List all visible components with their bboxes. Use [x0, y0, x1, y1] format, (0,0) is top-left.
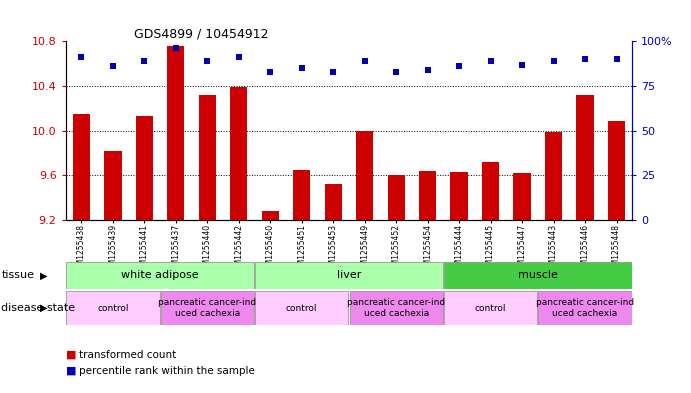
Text: tissue: tissue [1, 270, 35, 281]
Bar [198, 95, 216, 220]
Point [517, 61, 528, 68]
Point [265, 68, 276, 75]
Point [611, 56, 622, 62]
Bar [482, 162, 500, 220]
Bar [73, 114, 90, 220]
Text: ▶: ▶ [40, 270, 48, 281]
Bar [104, 151, 122, 220]
Text: control: control [475, 304, 507, 312]
Bar [513, 173, 531, 220]
Bar [608, 121, 625, 220]
Bar [262, 211, 279, 220]
Point [234, 54, 245, 61]
Text: white adipose: white adipose [121, 270, 199, 281]
Bar [66, 291, 160, 325]
Point [170, 45, 181, 51]
Point [485, 58, 496, 64]
Point [76, 54, 87, 61]
Text: muscle: muscle [518, 270, 558, 281]
Point [202, 58, 213, 64]
Bar [419, 171, 436, 220]
Point [390, 68, 401, 75]
Bar [538, 291, 632, 325]
Text: disease state: disease state [1, 303, 75, 313]
Text: control: control [97, 304, 129, 312]
Point [422, 67, 433, 73]
Point [296, 65, 307, 71]
Bar [356, 130, 373, 220]
Point [548, 58, 559, 64]
Bar [230, 87, 247, 220]
Bar [451, 172, 468, 220]
Text: control: control [286, 304, 317, 312]
Text: pancreatic cancer-ind
uced cachexia: pancreatic cancer-ind uced cachexia [347, 298, 445, 318]
Point [580, 56, 591, 62]
Bar [350, 291, 443, 325]
Text: pancreatic cancer-ind
uced cachexia: pancreatic cancer-ind uced cachexia [536, 298, 634, 318]
Point [453, 63, 464, 70]
Bar [545, 132, 562, 220]
Point [359, 58, 370, 64]
Point [107, 63, 118, 70]
Point [328, 68, 339, 75]
Bar [293, 170, 310, 220]
Text: pancreatic cancer-ind
uced cachexia: pancreatic cancer-ind uced cachexia [158, 298, 256, 318]
Bar [255, 262, 443, 289]
Text: ■: ■ [66, 350, 76, 360]
Bar [388, 175, 405, 220]
Bar [325, 184, 342, 220]
Text: ■: ■ [66, 365, 76, 376]
Text: percentile rank within the sample: percentile rank within the sample [79, 365, 256, 376]
Bar [167, 46, 184, 220]
Bar [135, 116, 153, 220]
Text: ▶: ▶ [40, 303, 48, 313]
Bar [160, 291, 254, 325]
Text: liver: liver [337, 270, 361, 281]
Text: GDS4899 / 10454912: GDS4899 / 10454912 [133, 27, 268, 40]
Bar [255, 291, 348, 325]
Bar [66, 262, 254, 289]
Bar [576, 95, 594, 220]
Bar [444, 291, 538, 325]
Text: transformed count: transformed count [79, 350, 177, 360]
Bar [444, 262, 632, 289]
Point [139, 58, 150, 64]
